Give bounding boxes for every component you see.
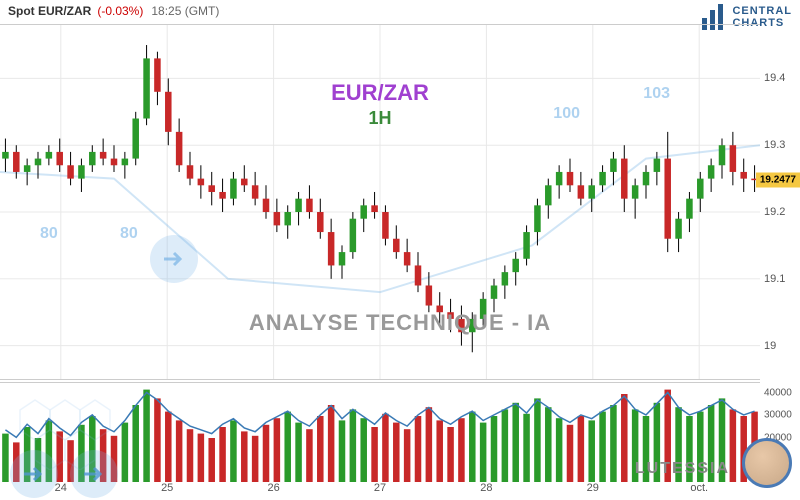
watermark-label: 100 bbox=[553, 105, 580, 123]
footer-brand: LUTESSIA bbox=[635, 460, 730, 478]
watermark-label: 103 bbox=[643, 85, 670, 103]
chart-title: EUR/ZAR 1H bbox=[331, 80, 429, 129]
price-y-axis: 1919.119.219.319.419.2477 bbox=[760, 24, 800, 380]
arrow-icon bbox=[150, 235, 198, 283]
chart-header: Spot EUR/ZAR (-0.03%) 18:25 (GMT) bbox=[0, 0, 800, 22]
symbol-label: Spot EUR/ZAR bbox=[8, 4, 91, 18]
change-label: (-0.03%) bbox=[97, 4, 143, 18]
avatar[interactable] bbox=[742, 438, 792, 488]
x-axis: 242526272829oct. bbox=[0, 482, 760, 500]
time-label: 18:25 (GMT) bbox=[151, 4, 219, 18]
watermark-label: 80 bbox=[40, 225, 58, 243]
watermark-label: 80 bbox=[120, 225, 138, 243]
subtitle: ANALYSE TECHNIQUE - IA bbox=[249, 310, 551, 336]
